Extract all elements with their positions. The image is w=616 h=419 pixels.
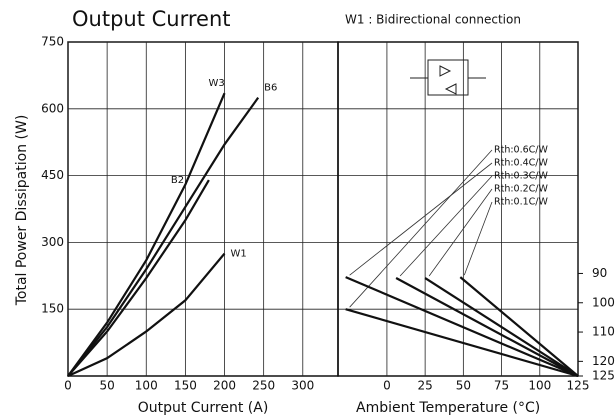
series-label: Rth:0.4C/W (494, 158, 548, 169)
series-line (424, 277, 579, 377)
series-label: B2 (171, 175, 184, 186)
leader-line (349, 162, 493, 276)
x-axis-label: Output Current (A) (138, 400, 269, 416)
x-tick-label: 150 (174, 379, 197, 393)
x-tick-label: 100 (135, 379, 158, 393)
x-axis-label: Ambient Temperature (°C) (356, 400, 540, 416)
series-label: Rth:0.6C/W (494, 145, 548, 156)
series-line (459, 276, 579, 377)
series-label: W3 (209, 78, 225, 89)
y2-tick-label: 120 (592, 354, 615, 368)
x-tick-label: 125 (567, 379, 590, 393)
x-tick-label: 0 (383, 379, 391, 393)
x-tick-label: 100 (528, 379, 551, 393)
y2-tick-label: 110 (592, 325, 615, 339)
series-line (67, 179, 210, 377)
x-tick-label: 75 (494, 379, 509, 393)
y2-tick-label: 100 (592, 295, 615, 309)
y-tick-label: 600 (41, 101, 64, 115)
series-line (345, 308, 579, 378)
x-tick-label: 50 (99, 379, 114, 393)
series-line (67, 92, 226, 377)
x-tick-label: 0 (64, 379, 72, 393)
x-tick-label: 50 (456, 379, 471, 393)
series-label: B6 (264, 83, 277, 94)
series-label: W1 (231, 249, 247, 260)
leader-line (463, 201, 493, 276)
x-tick-label: 25 (417, 379, 432, 393)
series-label: Rth:0.1C/W (494, 197, 548, 208)
series-line (395, 277, 579, 377)
series-label: Rth:0.3C/W (494, 171, 548, 182)
circuit-icon (410, 59, 486, 96)
series-line (67, 97, 260, 377)
chart-subtitle: W1 : Bidirectional connection (345, 13, 521, 27)
y-tick-label: 450 (41, 168, 64, 182)
leader-line (349, 149, 493, 308)
y-tick-label: 150 (41, 302, 64, 316)
x-tick-label: 250 (252, 379, 275, 393)
x-tick-label: 200 (213, 379, 236, 393)
series-label: Rth:0.2C/W (494, 184, 548, 195)
y2-tick-label: 125 (592, 369, 615, 383)
series-line (345, 276, 579, 378)
y2-tick-label: 90 (592, 266, 607, 280)
series-line (67, 252, 226, 378)
y-axis-label: Total Power Dissipation (W) (14, 115, 30, 307)
y-tick-label: 750 (41, 35, 64, 49)
x-tick-label: 300 (291, 379, 314, 393)
chart-title: Output Current (72, 7, 231, 31)
leader-line (428, 188, 493, 277)
y-tick-label: 300 (41, 235, 64, 249)
leader-line (399, 175, 493, 277)
